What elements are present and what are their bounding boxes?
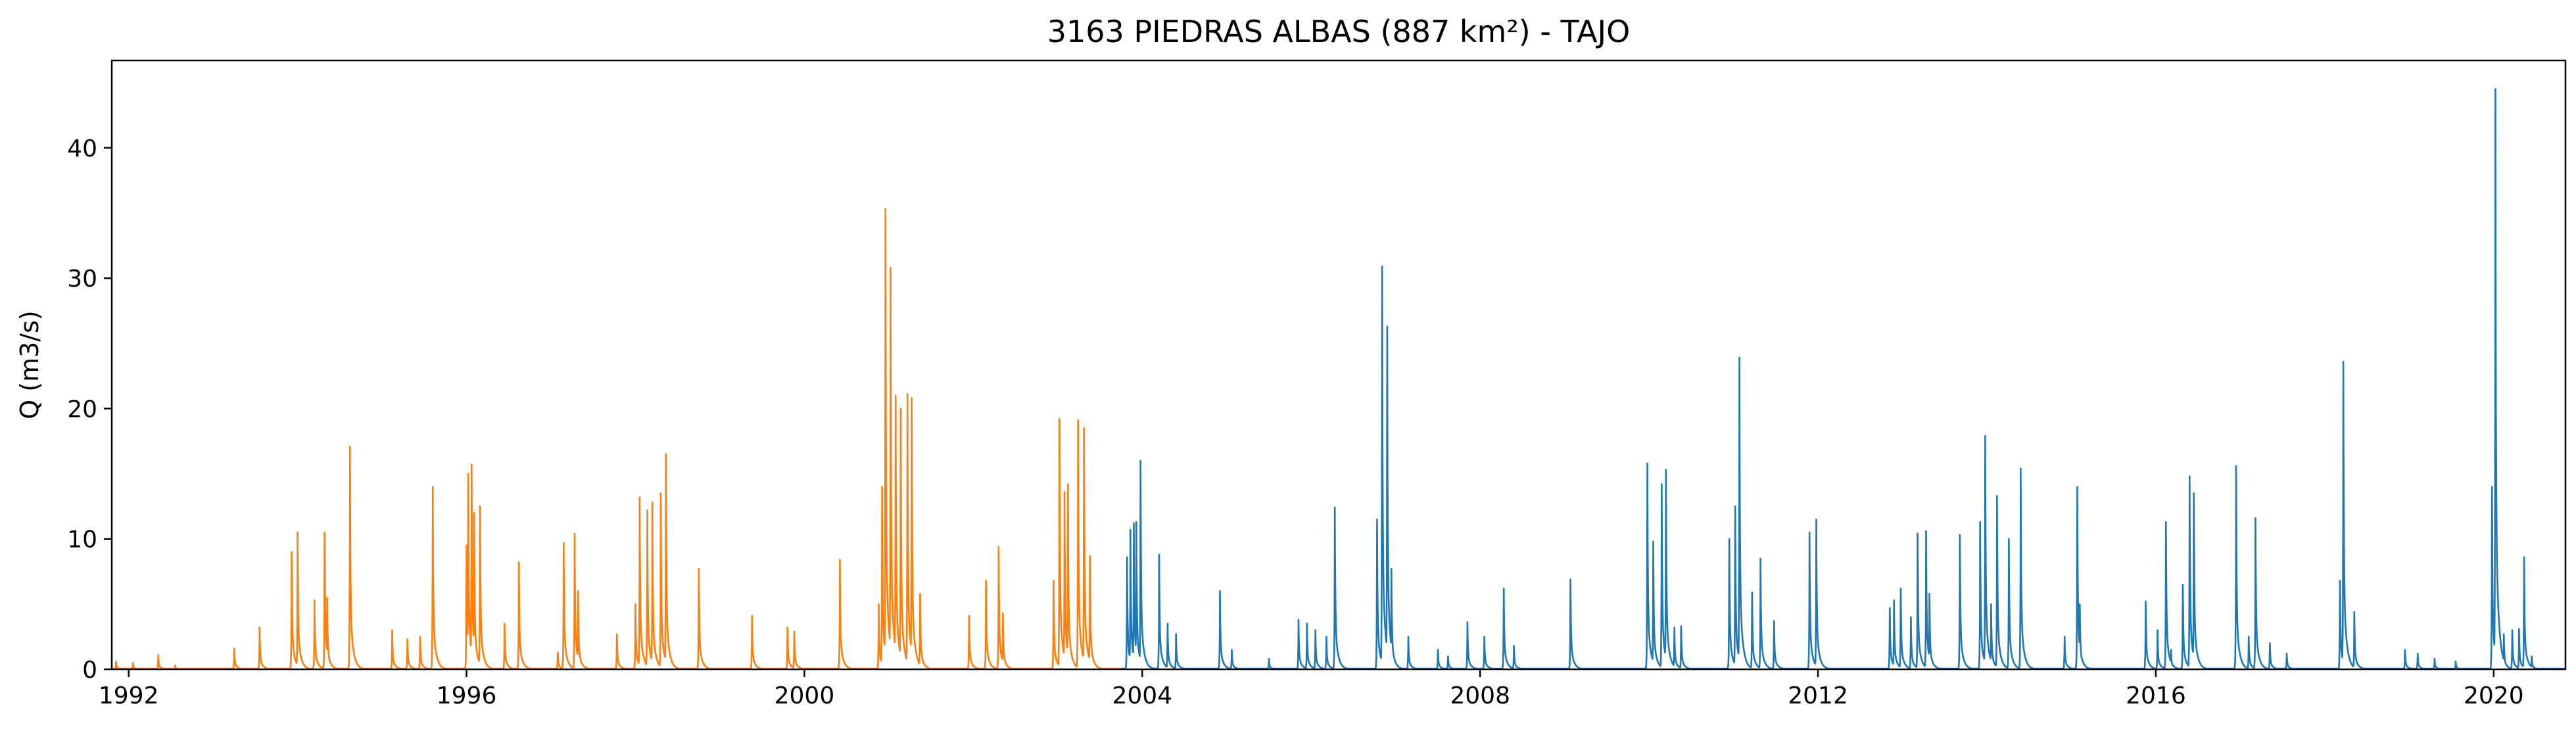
y-axis-label: Q (m3/s) [15, 310, 44, 419]
plot-frame [110, 59, 2567, 671]
x-tick-label: 1992 [99, 682, 159, 709]
y-tick-label: 10 [67, 527, 97, 554]
y-tick-label: 20 [67, 396, 97, 423]
x-tick-label: 2008 [1450, 682, 1510, 709]
y-tick-label: 0 [82, 657, 97, 684]
chart-title: 3163 PIEDRAS ALBAS (887 km²) - TAJO [1047, 14, 1631, 49]
x-tick-label: 1996 [437, 682, 497, 709]
x-tick-label: 2004 [1112, 682, 1172, 709]
x-tick-label: 2000 [775, 682, 835, 709]
x-tick-label: 2016 [2126, 682, 2186, 709]
x-tick-label: 2020 [2464, 682, 2524, 709]
y-tick-label: 30 [67, 266, 97, 293]
x-tick-label: 2012 [1788, 682, 1848, 709]
y-axis: 0 10 20 30 40 [67, 135, 112, 684]
y-tick-label: 40 [67, 135, 97, 162]
x-axis: 1992 1996 2000 2004 2008 2012 2016 2020 [99, 669, 2524, 709]
